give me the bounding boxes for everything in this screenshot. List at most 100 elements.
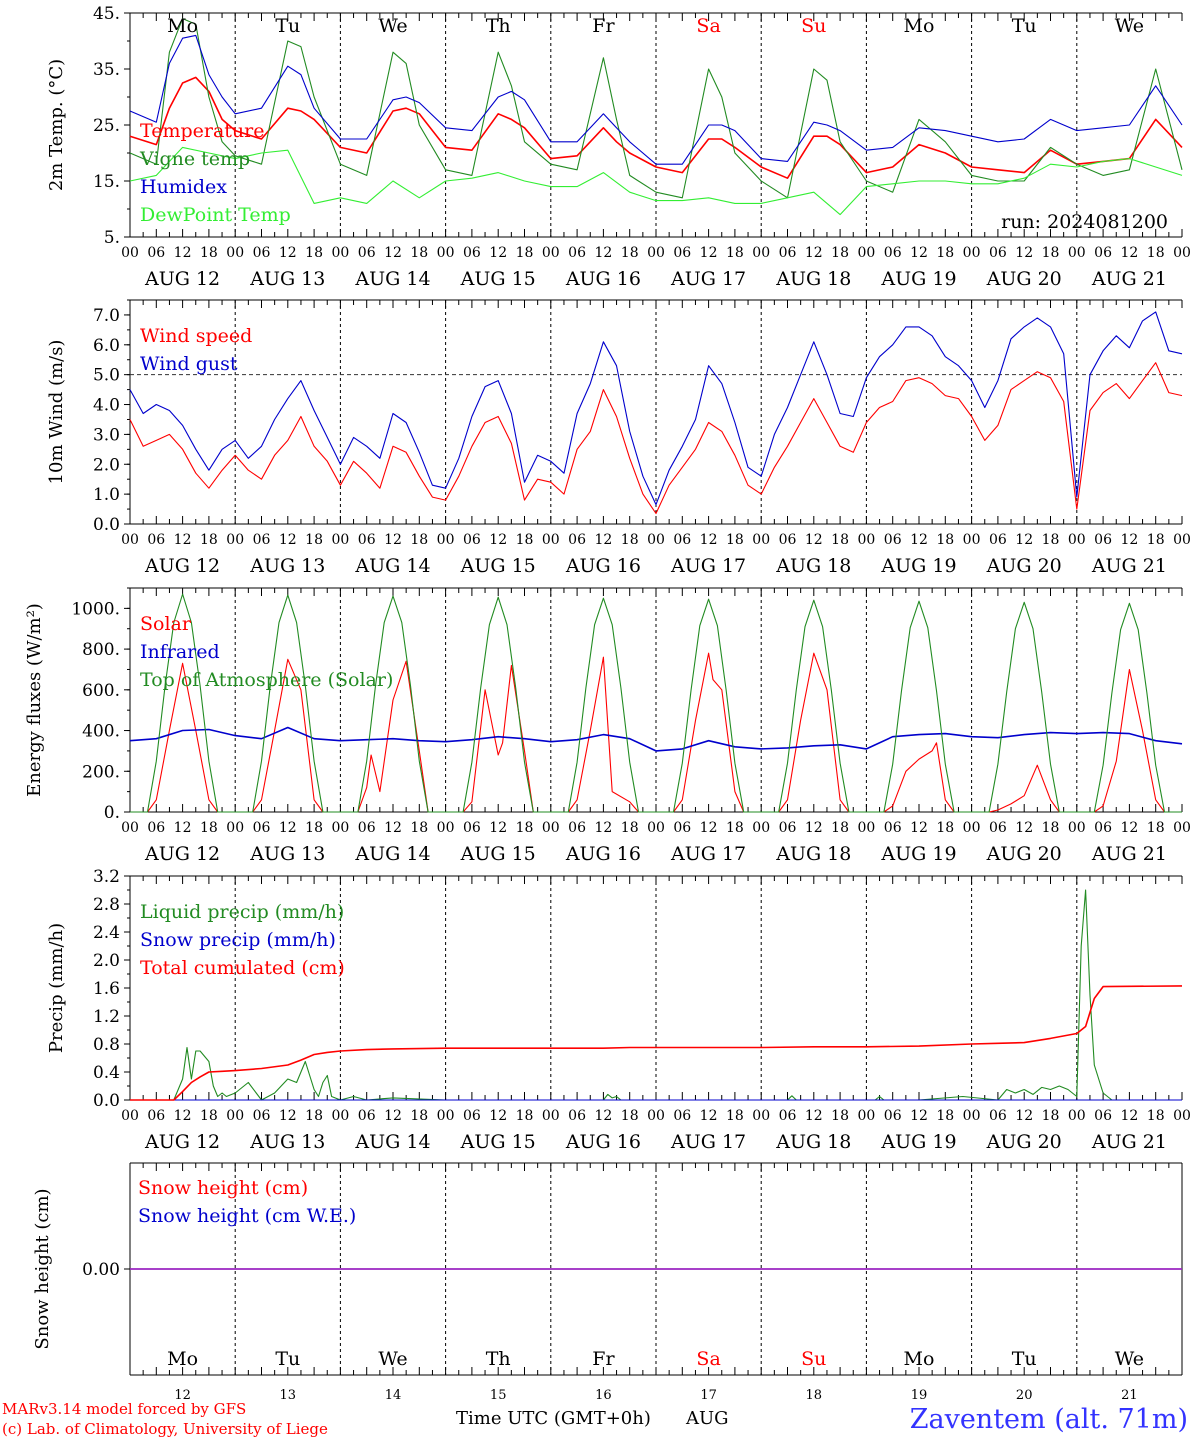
y-tick-label: 2.4 (93, 923, 120, 943)
hour-tick-label: 00 (647, 1108, 665, 1124)
weekday-label-top: We (1115, 15, 1144, 37)
weekday-label-bottom: We (1115, 1348, 1144, 1370)
date-label: AUG 21 (1091, 1131, 1167, 1153)
y-axis-label: Snow height (cm) (32, 1188, 53, 1349)
hour-tick-label: 18 (1042, 245, 1060, 261)
hour-tick-label: 00 (331, 532, 349, 548)
hour-tick-label: 12 (700, 1108, 718, 1124)
series-humidex (129, 34, 1183, 165)
y-tick-label: 4.0 (93, 396, 120, 416)
y-tick-label: 600. (82, 681, 120, 701)
legend-entry: Total cumulated (cm) (140, 957, 345, 979)
y-axis-label: 10m Wind (m/s) (46, 340, 67, 485)
x-axis-month: AUG (685, 1408, 729, 1429)
hour-tick-label: 12 (384, 245, 402, 261)
y-tick-label: 6.0 (93, 336, 120, 356)
y-tick-label: 0.0 (93, 515, 120, 535)
weekday-label-top: Sa (696, 15, 720, 37)
day-number-label: 19 (911, 1388, 928, 1403)
date-label: AUG 19 (880, 268, 956, 290)
hour-tick-label: 18 (305, 1108, 323, 1124)
date-label: AUG 14 (354, 1131, 430, 1153)
credit-line-1: MARv3.14 model forced by GFS (2, 1400, 246, 1418)
hour-tick-label: 00 (226, 820, 244, 836)
hour-tick-label: 06 (1094, 532, 1112, 548)
hour-tick-label: 00 (963, 820, 981, 836)
hour-tick-label: 12 (489, 820, 507, 836)
y-tick-label: 0.8 (93, 1035, 120, 1055)
hour-tick-label: 18 (410, 532, 428, 548)
date-label: AUG 21 (1091, 555, 1167, 577)
y-tick-label: 0. (104, 803, 120, 823)
date-label: AUG 17 (670, 268, 746, 290)
hour-tick-label: 12 (489, 1108, 507, 1124)
y-tick-label: 35. (93, 60, 120, 80)
hour-tick-label: 12 (805, 820, 823, 836)
hour-tick-label: 06 (253, 532, 271, 548)
hour-tick-label: 06 (463, 532, 481, 548)
hour-tick-label: 18 (621, 820, 639, 836)
hour-tick-label: 06 (253, 820, 271, 836)
credit-line-2: (c) Lab. of Climatology, University of L… (2, 1420, 328, 1438)
hour-tick-label: 06 (1094, 245, 1112, 261)
date-label: AUG 20 (986, 1131, 1062, 1153)
hour-tick-label: 12 (1120, 245, 1138, 261)
date-label: AUG 16 (565, 268, 641, 290)
hour-tick-label: 00 (857, 1108, 875, 1124)
hour-tick-label: 18 (726, 245, 744, 261)
weekday-label-top: Th (486, 15, 511, 37)
legend-entry: Snow height (cm W.E.) (138, 1205, 356, 1227)
weekday-label-bottom: Sa (696, 1348, 720, 1370)
hour-tick-label: 18 (200, 532, 218, 548)
date-label: AUG 20 (986, 268, 1062, 290)
hour-tick-label: 00 (857, 820, 875, 836)
hour-tick-label: 06 (673, 245, 691, 261)
date-label: AUG 19 (880, 843, 956, 865)
day-number-label: 20 (1016, 1388, 1033, 1403)
y-tick-label: 0.0 (93, 1091, 120, 1111)
hour-tick-label: 18 (1147, 532, 1165, 548)
hour-tick-label: 00 (1068, 532, 1086, 548)
hour-tick-label: 06 (779, 820, 797, 836)
hour-tick-label: 06 (463, 820, 481, 836)
date-label: AUG 20 (986, 843, 1062, 865)
hour-tick-label: 18 (516, 245, 534, 261)
y-tick-label: 800. (82, 640, 120, 660)
hour-tick-label: 12 (910, 245, 928, 261)
date-label: AUG 13 (249, 555, 325, 577)
hour-tick-label: 18 (516, 1108, 534, 1124)
hour-tick-label: 12 (174, 532, 192, 548)
weekday-label-top: Mo (167, 15, 198, 37)
hour-tick-label: 00 (1173, 820, 1191, 836)
date-label: AUG 12 (144, 1131, 220, 1153)
date-label: AUG 21 (1091, 843, 1167, 865)
series-liquid-precip-mm-h (130, 889, 1182, 1101)
hour-tick-label: 00 (752, 245, 770, 261)
hour-tick-label: 06 (1094, 1108, 1112, 1124)
hour-tick-label: 18 (1147, 245, 1165, 261)
hour-tick-label: 12 (1120, 532, 1138, 548)
y-axis-label: 2m Temp. (°C) (46, 59, 67, 191)
hour-tick-label: 06 (568, 532, 586, 548)
y-tick-label: 400. (82, 722, 120, 742)
hour-tick-label: 12 (1015, 1108, 1033, 1124)
date-label: AUG 14 (354, 843, 430, 865)
hour-tick-label: 06 (673, 1108, 691, 1124)
y-tick-label: 15. (93, 172, 120, 192)
hour-tick-label: 12 (594, 1108, 612, 1124)
hour-tick-label: 18 (410, 820, 428, 836)
y-tick-label: 25. (93, 116, 120, 136)
hour-tick-label: 12 (700, 245, 718, 261)
hour-tick-label: 06 (779, 532, 797, 548)
hour-tick-label: 00 (226, 1108, 244, 1124)
legend-entry: Infrared (140, 641, 220, 663)
hour-tick-label: 00 (857, 245, 875, 261)
day-number-label: 15 (490, 1388, 507, 1403)
series-wind-speed (129, 362, 1183, 515)
day-gridlines (130, 13, 1182, 1375)
hour-tick-label: 00 (752, 1108, 770, 1124)
date-label: AUG 14 (354, 555, 430, 577)
date-label: AUG 15 (460, 268, 536, 290)
hour-tick-label: 06 (358, 245, 376, 261)
